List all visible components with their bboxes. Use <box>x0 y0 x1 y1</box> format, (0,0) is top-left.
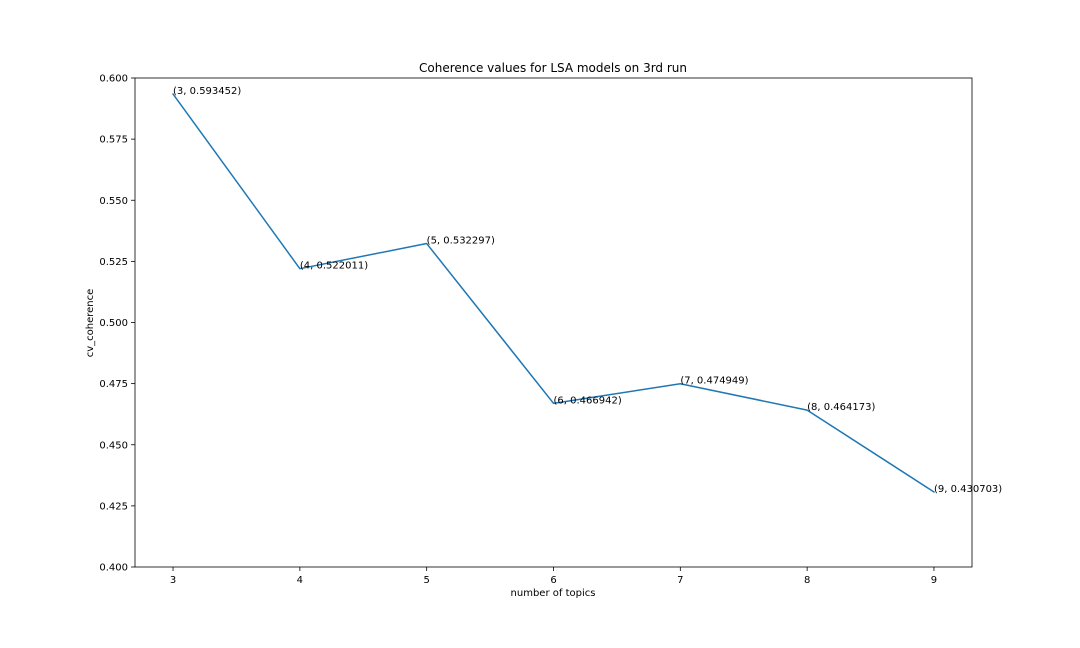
series-line <box>172 92 935 493</box>
plot-frame <box>134 77 973 568</box>
y-tick-label: 0.475 <box>99 379 128 390</box>
y-tick-label: 0.550 <box>99 196 128 207</box>
plot-area: 3 4 5 6 7 8 9 0.400 0.425 0.450 0.475 0.500 0.525 0.5… <box>99 74 1002 587</box>
y-tick-label: 0.500 <box>99 318 128 329</box>
x-tick-label: 7 <box>677 575 683 586</box>
y-axis-label: cv_coherence <box>85 289 96 358</box>
x-tick-label: 8 <box>804 575 810 586</box>
y-tick-label: 0.600 <box>99 74 128 85</box>
point-annotation: (5, 0.532297) <box>427 236 495 247</box>
x-axis-label: number of topics <box>511 588 596 599</box>
y-tick-label: 0.450 <box>99 440 128 451</box>
point-annotation: (3, 0.593452) <box>173 86 241 97</box>
x-tick-label: 9 <box>931 575 937 586</box>
x-tick-label: 3 <box>170 575 176 586</box>
y-tick-label: 0.425 <box>99 501 128 512</box>
point-annotation: (6, 0.466942) <box>554 395 622 406</box>
x-tick-label: 6 <box>550 575 556 586</box>
y-tick-label: 0.525 <box>99 257 128 268</box>
x-tick-label: 5 <box>423 575 429 586</box>
point-annotation: (9, 0.430703) <box>934 484 1002 495</box>
y-tick-label: 0.400 <box>99 563 128 574</box>
point-annotation: (8, 0.464173) <box>807 402 875 413</box>
chart-title: Coherence values for LSA models on 3rd r… <box>419 61 687 75</box>
point-annotation: (4, 0.522011) <box>300 261 368 272</box>
x-tick-label: 4 <box>297 575 303 586</box>
point-annotation: (7, 0.474949) <box>680 376 748 387</box>
y-tick-label: 0.575 <box>99 135 128 146</box>
